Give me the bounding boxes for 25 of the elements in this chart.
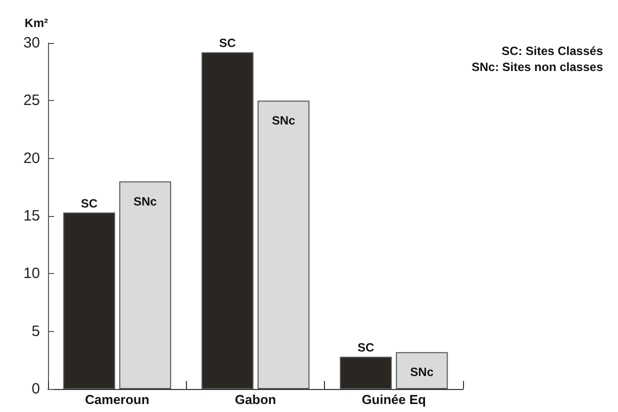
y-tick-label: 30 — [23, 34, 40, 52]
x-tick-label: Guinée Eq — [362, 392, 426, 407]
x-tick-label: Gabon — [234, 392, 276, 407]
y-tick-label: 10 — [23, 265, 40, 282]
y-axis-title: Km² — [24, 16, 48, 30]
y-tick-label: 25 — [23, 92, 40, 110]
text: SC — [219, 36, 236, 50]
text: SNc: Sites non classes — [472, 60, 604, 74]
text: SNc — [272, 114, 296, 128]
bar — [396, 352, 448, 389]
bar — [63, 212, 116, 389]
text: SC — [357, 340, 374, 355]
series-label: SC — [80, 196, 98, 211]
series-label: SNc — [410, 365, 434, 380]
bar — [202, 52, 254, 389]
text: SNc — [134, 194, 157, 208]
bar — [340, 356, 392, 389]
y-tick-label: 0 — [32, 380, 40, 398]
y-tick-label: 20 — [23, 150, 40, 167]
y-tick-label: 5 — [32, 322, 40, 340]
bar — [258, 100, 310, 389]
bar — [119, 181, 172, 389]
text: SC: Sites Classés — [502, 44, 604, 58]
x-tick-label: Cameroun — [85, 392, 150, 407]
y-tick-label: 15 — [23, 208, 40, 224]
